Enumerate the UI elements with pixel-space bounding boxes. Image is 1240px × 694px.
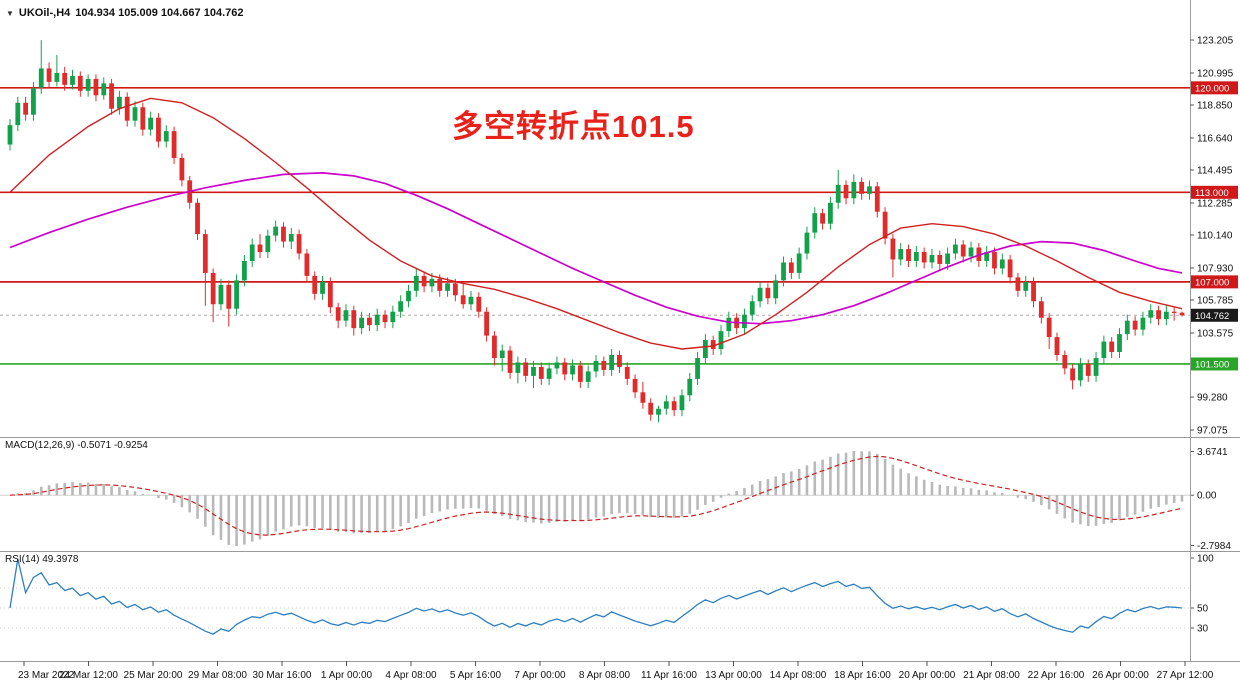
rsi-value-label: 49.3978	[42, 554, 79, 565]
symbol-label: UKOil-,H4	[18, 7, 71, 19]
rsi-header: RSI(14) 49.3978	[5, 554, 78, 565]
svg-text:24 Mar 12:00: 24 Mar 12:00	[59, 670, 118, 681]
symbol-header: ▼ UKOil-,H4 104.934 105.009 104.667 104.…	[6, 7, 243, 19]
price-axis[interactable]: 123.205 120.995 118.850 116.640 114.495 112.2…	[0, 0, 1240, 662]
candles-layer	[7, 40, 1185, 423]
rsi-indicator-label: RSI(14)	[5, 554, 40, 565]
svg-text:113.000: 113.000	[1195, 188, 1229, 199]
svg-text:100: 100	[1197, 554, 1214, 565]
svg-text:-2.7984: -2.7984	[1197, 541, 1231, 552]
svg-text:116.640: 116.640	[1197, 133, 1233, 144]
svg-text:18 Apr 16:00: 18 Apr 16:00	[834, 670, 891, 681]
svg-text:30 Mar 16:00: 30 Mar 16:00	[253, 670, 312, 681]
svg-text:1 Apr 00:00: 1 Apr 00:00	[321, 670, 373, 681]
macd-values-label: -0.5071 -0.9254	[77, 440, 148, 451]
svg-text:27 Apr 12:00: 27 Apr 12:00	[1157, 670, 1214, 681]
rsi-pane: 100 50 30	[0, 554, 1214, 635]
svg-text:112.285: 112.285	[1197, 198, 1233, 209]
svg-text:13 Apr 00:00: 13 Apr 00:00	[705, 670, 762, 681]
svg-text:103.575: 103.575	[1197, 328, 1234, 339]
svg-text:29 Mar 08:00: 29 Mar 08:00	[188, 670, 247, 681]
svg-text:0.00: 0.00	[1197, 491, 1217, 502]
macd-indicator-label: MACD(12,26,9)	[5, 440, 75, 451]
svg-text:101.500: 101.500	[1195, 359, 1229, 370]
svg-text:8 Apr 08:00: 8 Apr 08:00	[579, 670, 631, 681]
svg-text:25 Mar 20:00: 25 Mar 20:00	[124, 670, 183, 681]
trend-annotation: 多空转折点101.5	[452, 109, 695, 144]
svg-text:26 Apr 00:00: 26 Apr 00:00	[1092, 670, 1149, 681]
svg-text:3.6741: 3.6741	[1197, 447, 1228, 458]
svg-text:30: 30	[1197, 624, 1209, 635]
svg-text:7 Apr 00:00: 7 Apr 00:00	[514, 670, 566, 681]
svg-text:107.930: 107.930	[1197, 263, 1234, 274]
svg-text:104.762: 104.762	[1195, 311, 1229, 322]
svg-text:23 Mar 2022: 23 Mar 2022	[18, 670, 75, 681]
svg-text:118.850: 118.850	[1197, 101, 1233, 112]
svg-text:22 Apr 16:00: 22 Apr 16:00	[1028, 670, 1085, 681]
svg-text:107.000: 107.000	[1195, 277, 1229, 288]
svg-text:99.280: 99.280	[1197, 393, 1228, 404]
symbol-dropdown-icon[interactable]: ▼	[6, 8, 14, 18]
macd-pane: 3.6741 0.00 -2.7984	[0, 447, 1231, 552]
svg-text:50: 50	[1197, 604, 1209, 615]
svg-text:4 Apr 08:00: 4 Apr 08:00	[385, 670, 437, 681]
symbol-ohlc-values: 104.934 105.009 104.667 104.762	[75, 7, 244, 19]
svg-text:11 Apr 16:00: 11 Apr 16:00	[641, 670, 697, 681]
svg-text:110.140: 110.140	[1197, 231, 1233, 242]
svg-text:97.075: 97.075	[1197, 426, 1228, 437]
moving-averages	[9, 97, 1183, 350]
svg-text:14 Apr 08:00: 14 Apr 08:00	[770, 670, 827, 681]
svg-text:120.995: 120.995	[1197, 68, 1234, 79]
svg-text:5 Apr 16:00: 5 Apr 16:00	[450, 670, 502, 681]
svg-text:20 Apr 00:00: 20 Apr 00:00	[899, 670, 956, 681]
svg-text:120.000: 120.000	[1195, 83, 1229, 94]
svg-text:105.785: 105.785	[1197, 296, 1234, 307]
svg-text:114.495: 114.495	[1197, 166, 1233, 177]
svg-text:123.205: 123.205	[1197, 36, 1234, 47]
svg-text:21 Apr 08:00: 21 Apr 08:00	[963, 670, 1020, 681]
macd-header: MACD(12,26,9) -0.5071 -0.9254	[5, 440, 148, 451]
